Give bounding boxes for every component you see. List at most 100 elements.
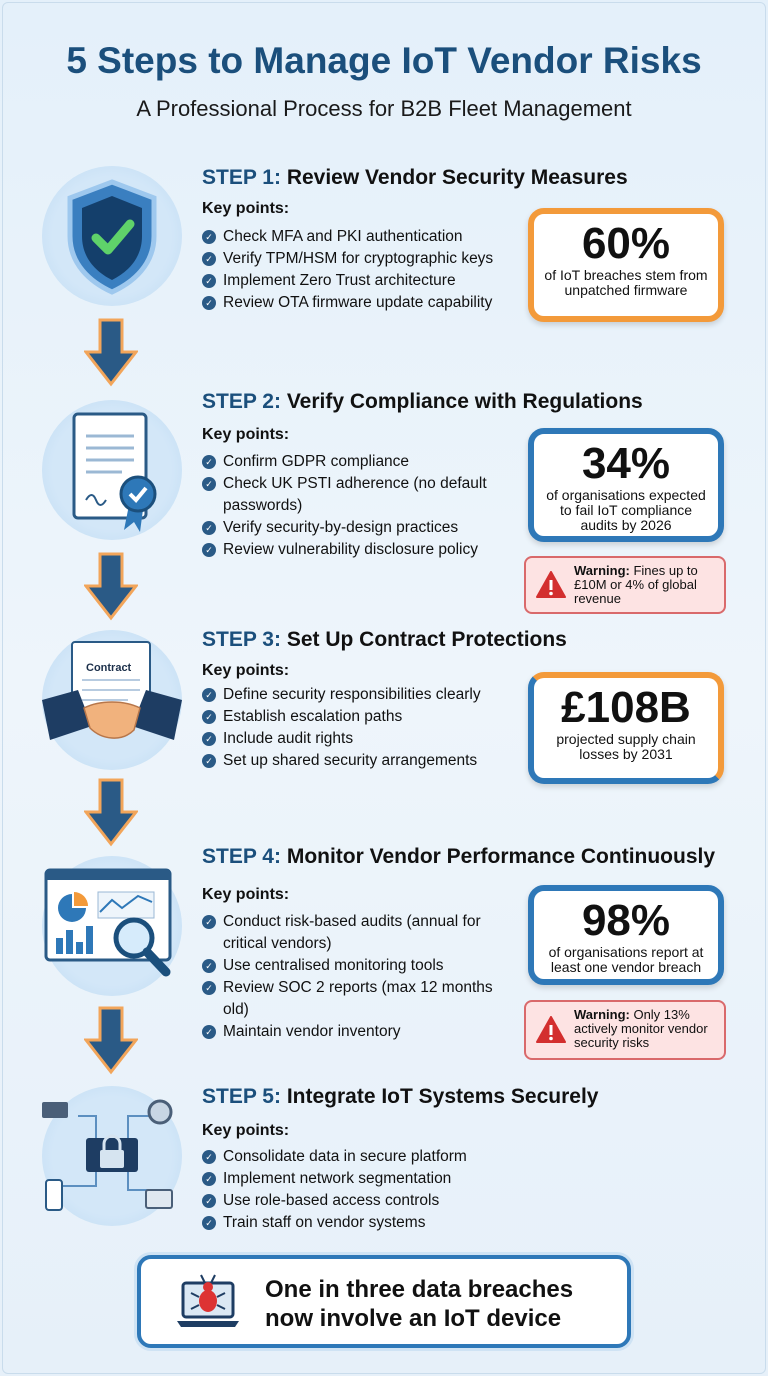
stat-value: 60%	[581, 219, 671, 268]
list-item: ✓ Set up shared security arrangements	[202, 750, 522, 772]
step-5-title: STEP 5: Integrate IoT Systems Securely	[202, 1085, 598, 1109]
key-points-label: Key points:	[202, 886, 290, 903]
list-item: ✓ Verify TPM/HSM for cryptographic keys	[202, 248, 522, 270]
stat-value: 34%	[581, 439, 671, 488]
arrow-down-icon	[84, 318, 138, 387]
warning-text: Only 13% actively monitor vendor securit…	[574, 1007, 708, 1050]
dashboard-magnifier-icon	[44, 868, 172, 977]
check-circle-icon: ✓	[202, 688, 216, 702]
list-item: ✓ Define security responsibilities clearl…	[202, 684, 522, 706]
check-circle-icon: ✓	[202, 543, 216, 557]
point-text: Establish escalation paths	[223, 708, 403, 725]
step-2-title: STEP 2: Verify Compliance with Regulatio…	[202, 390, 643, 414]
check-circle-icon: ✓	[202, 959, 216, 973]
step-3-title: STEP 3: Set Up Contract Protections	[202, 628, 567, 652]
point-text: Review OTA firmware update capability	[223, 294, 493, 311]
warning-icon	[536, 571, 566, 598]
key-points-label: Key points:	[202, 1122, 290, 1139]
check-circle-icon: ✓	[202, 710, 216, 724]
point-text: Use role-based access controls	[223, 1192, 440, 1209]
step-4-title: STEP 4: Monitor Vendor Performance Conti…	[202, 845, 715, 869]
point-text: Include audit rights	[223, 730, 354, 747]
point-text: Check MFA and PKI authentication	[223, 228, 463, 245]
check-circle-icon: ✓	[202, 1025, 216, 1039]
check-circle-icon: ✓	[202, 1194, 216, 1208]
point-text: Consolidate data in secure platform	[223, 1148, 467, 1165]
arrow-down-icon	[84, 778, 138, 847]
stat-value: 98%	[581, 896, 671, 945]
step-number: STEP 1:	[202, 166, 281, 189]
key-points-label: Key points:	[202, 662, 290, 679]
warning-text: Fines up to £10M or 4% of global revenue	[574, 563, 698, 606]
check-circle-icon: ✓	[202, 296, 216, 310]
list-item: ✓ Review vulnerability disclosure policy	[202, 539, 522, 561]
list-item: ✓ Conduct risk-based audits (annual for c…	[202, 911, 522, 955]
step-number: STEP 4:	[202, 845, 281, 868]
step-5-points: ✓ Consolidate data in secure platform ✓ Imp…	[202, 1146, 522, 1234]
check-circle-icon: ✓	[202, 521, 216, 535]
check-circle-icon: ✓	[202, 1216, 216, 1230]
stat-description: of organisations expected to fail IoT co…	[546, 487, 706, 533]
step-2-points: ✓ Confirm GDPR compliance ✓ Check UK PSTI a…	[202, 451, 522, 561]
step-title-text: Verify Compliance with Regulations	[286, 390, 643, 413]
network-lock-icon	[42, 1099, 173, 1211]
check-circle-icon: ✓	[202, 477, 216, 491]
step-title-text: Review Vendor Security Measures	[286, 166, 628, 189]
point-text: Set up shared security arrangements	[223, 752, 478, 769]
step-3-points: ✓ Define security responsibilities clearl…	[202, 684, 522, 772]
page-title: 5 Steps to Manage IoT Vendor Risks	[66, 40, 702, 81]
step-2-icon-bg	[42, 400, 182, 540]
point-text: Implement Zero Trust architecture	[223, 272, 456, 289]
bottom-banner: One in three data breaches now involve a…	[137, 1255, 631, 1348]
point-text: Implement network segmentation	[223, 1170, 452, 1187]
point-text: Define security responsibilities clearly	[223, 686, 481, 703]
step-number: STEP 2:	[202, 390, 281, 413]
step-4-points: ✓ Conduct risk-based audits (annual for c…	[202, 911, 522, 1043]
point-text: Check UK PSTI adherence (no default pass…	[223, 475, 487, 514]
check-circle-icon: ✓	[202, 230, 216, 244]
point-text: Conduct risk-based audits (annual for cr…	[223, 913, 481, 952]
list-item: ✓ Implement network segmentation	[202, 1168, 522, 1190]
step-number: STEP 5:	[202, 1085, 281, 1108]
list-item: ✓ Implement Zero Trust architecture	[202, 270, 522, 292]
key-points-label: Key points:	[202, 200, 290, 217]
step-1-points: ✓ Check MFA and PKI authentication ✓ Verify…	[202, 226, 522, 314]
step-title-text: Monitor Vendor Performance Continuously	[286, 845, 716, 868]
key-points-label: Key points:	[202, 426, 290, 443]
arrow-down-icon	[84, 552, 138, 621]
arrow-down-icon	[84, 1006, 138, 1075]
list-item: ✓ Consolidate data in secure platform	[202, 1146, 522, 1168]
check-circle-icon: ✓	[202, 455, 216, 469]
check-circle-icon: ✓	[202, 252, 216, 266]
list-item: ✓ Use centralised monitoring tools	[202, 955, 522, 977]
point-text: Use centralised monitoring tools	[223, 957, 444, 974]
point-text: Train staff on vendor systems	[223, 1214, 426, 1231]
point-text: Review vulnerability disclosure policy	[223, 541, 478, 558]
warning-box: Warning: Only 13% actively monitor vendo…	[524, 1000, 726, 1060]
check-circle-icon: ✓	[202, 274, 216, 288]
list-item: ✓ Check MFA and PKI authentication	[202, 226, 522, 248]
point-text: Verify TPM/HSM for cryptographic keys	[223, 250, 494, 267]
check-circle-icon: ✓	[202, 915, 216, 929]
stat-description: projected supply chain losses by 2031	[556, 731, 696, 762]
list-item: ✓ Establish escalation paths	[202, 706, 522, 728]
list-item: ✓ Confirm GDPR compliance	[202, 451, 522, 473]
stat-card: 60% of IoT breaches stem from unpatched f…	[528, 208, 724, 322]
warning-label: Warning:	[574, 563, 630, 578]
check-circle-icon: ✓	[202, 732, 216, 746]
point-text: Maintain vendor inventory	[223, 1023, 401, 1040]
point-text: Review SOC 2 reports (max 12 months old)	[223, 979, 493, 1018]
check-circle-icon: ✓	[202, 1150, 216, 1164]
list-item: ✓ Verify security-by-design practices	[202, 517, 522, 539]
step-title-text: Integrate IoT Systems Securely	[286, 1085, 599, 1108]
list-item: ✓ Maintain vendor inventory	[202, 1021, 522, 1043]
laptop-bug-icon	[177, 1274, 239, 1327]
stat-description: of IoT breaches stem from unpatched firm…	[544, 267, 708, 298]
warning-icon	[536, 1016, 566, 1043]
certificate-icon	[72, 412, 157, 532]
list-item: ✓ Review OTA firmware update capability	[202, 292, 522, 314]
step-number: STEP 3:	[202, 628, 281, 651]
check-circle-icon: ✓	[202, 981, 216, 995]
page-subtitle: A Professional Process for B2B Fleet Man…	[136, 96, 632, 121]
